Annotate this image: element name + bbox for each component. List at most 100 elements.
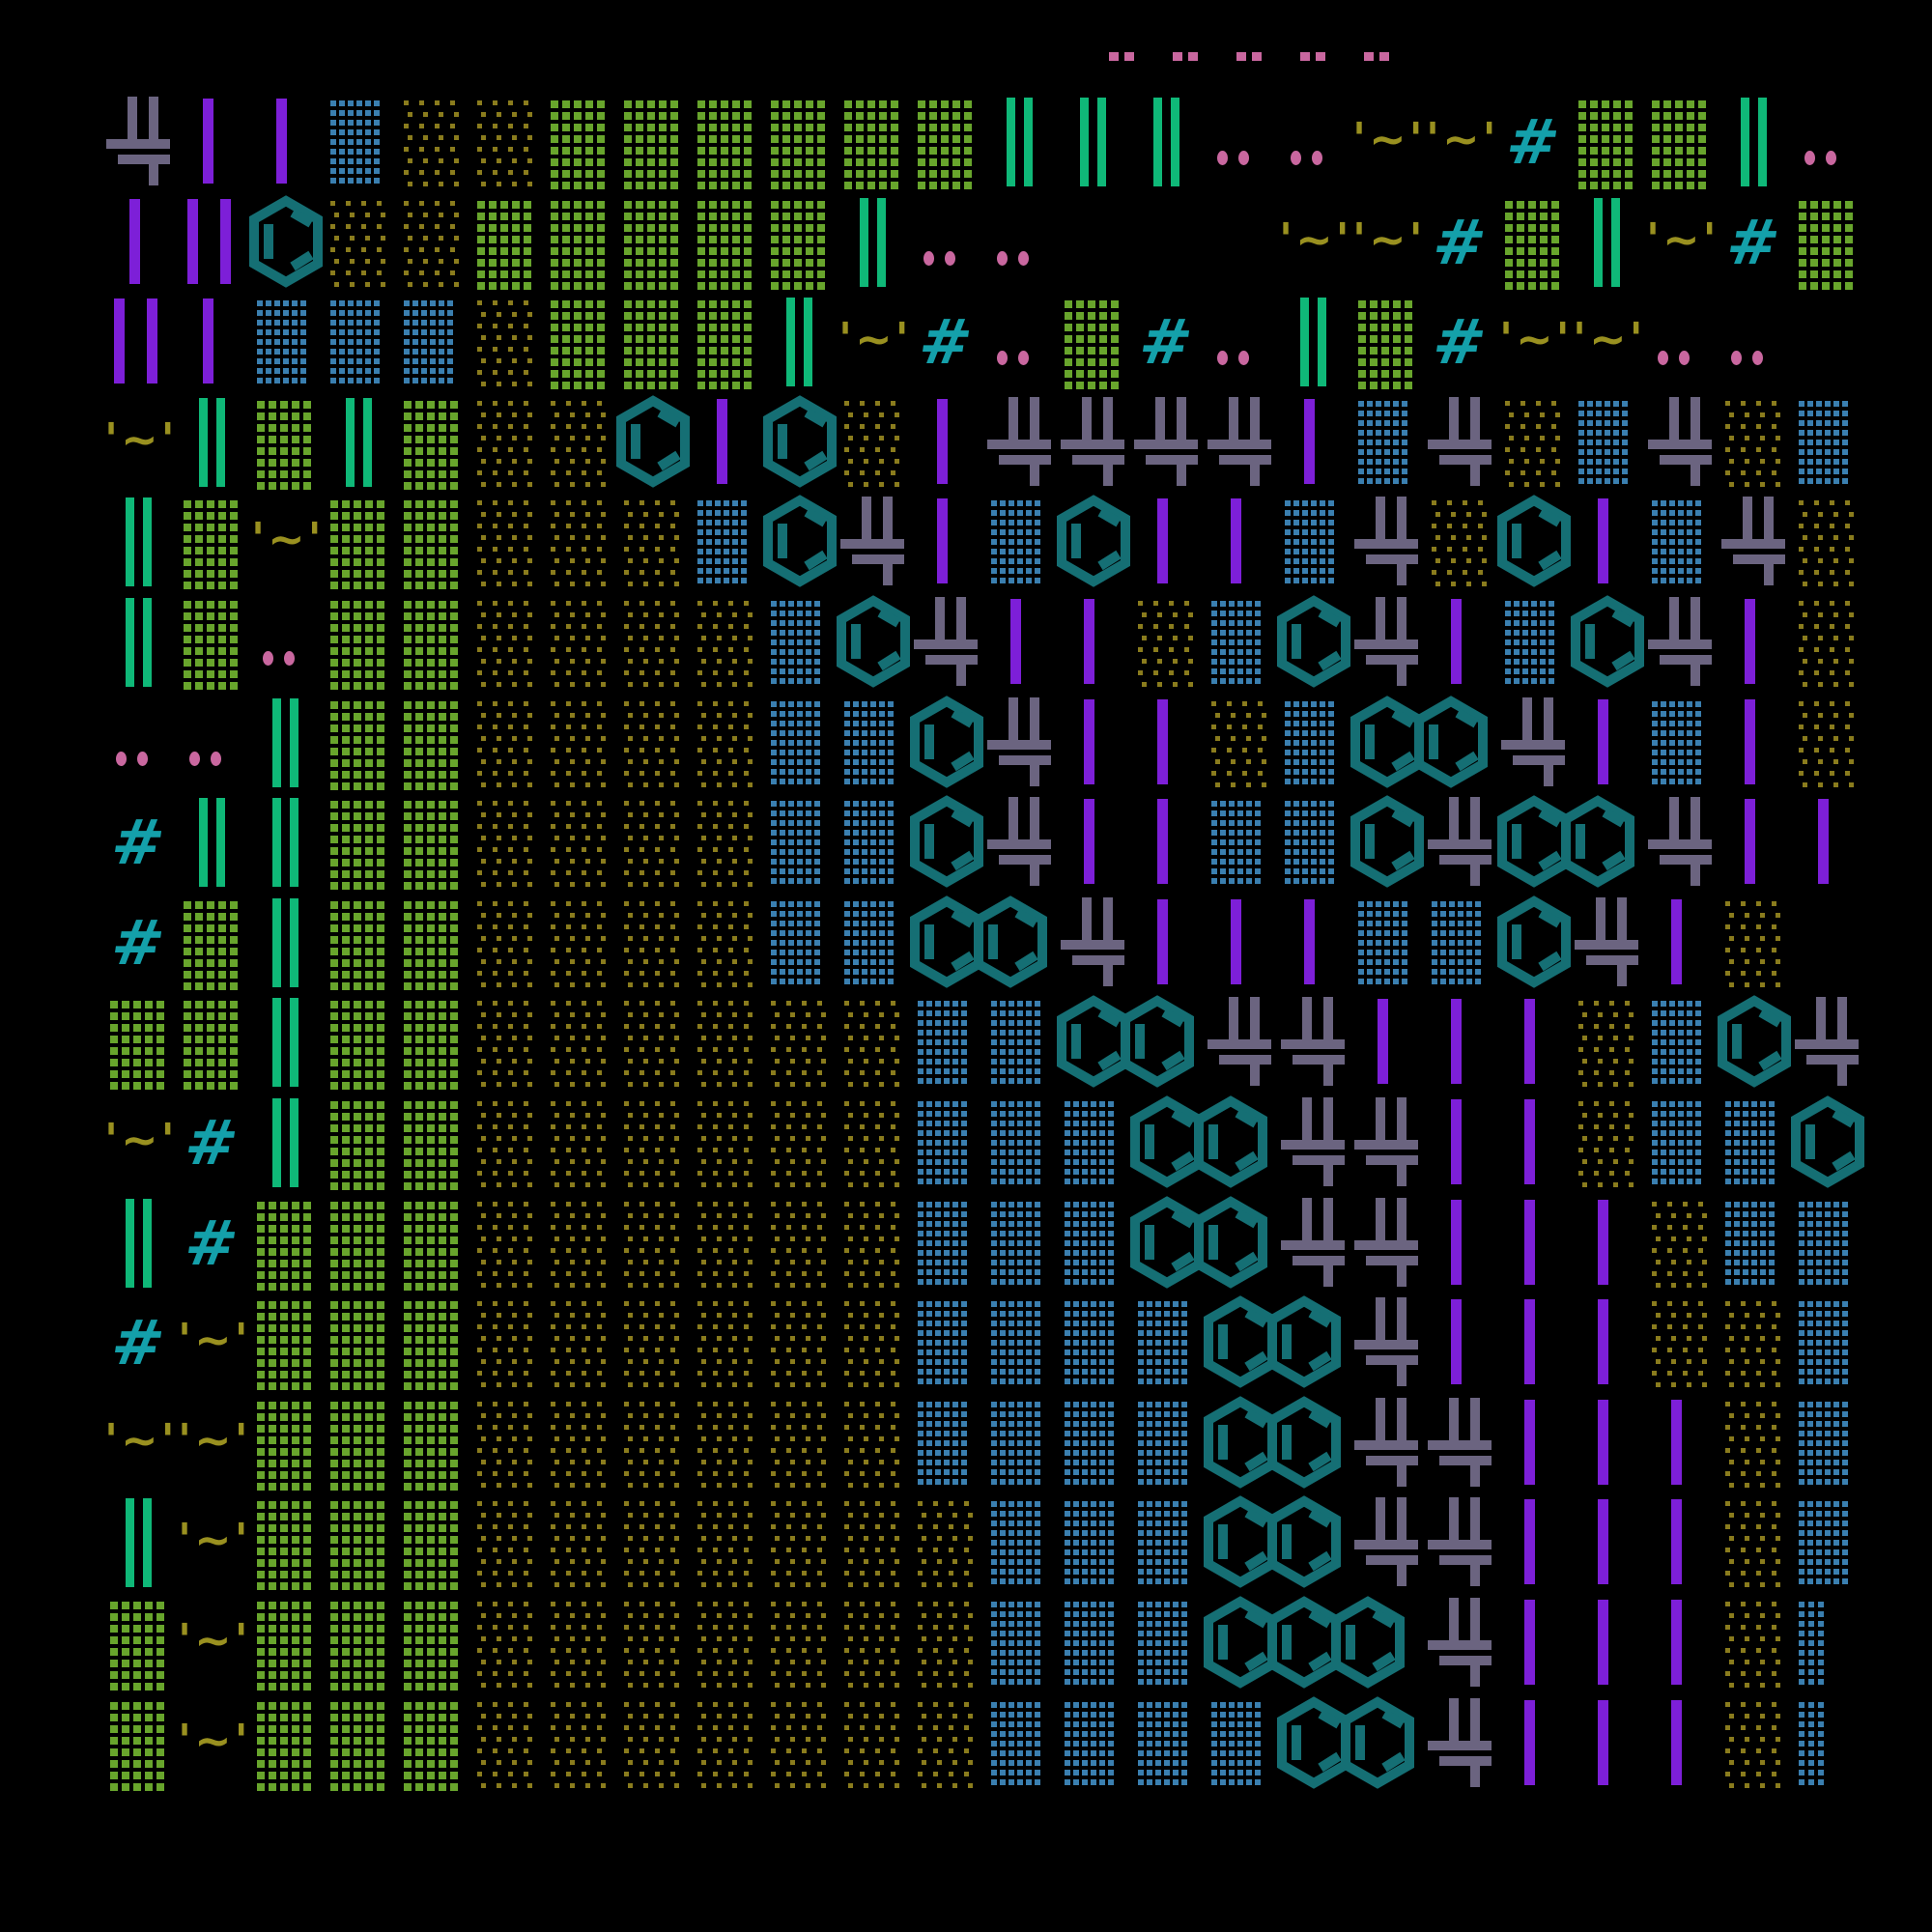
glyph-tilde-marks: '~' [1646, 213, 1719, 266]
glyph-double-cross [983, 395, 1057, 496]
glyph-purple-bar [1204, 495, 1277, 595]
glyph-tilde-marks: '~' [104, 1413, 178, 1466]
glyph-sparse-olive-dot-rect [1791, 595, 1864, 696]
glyph-sparse-olive-dot-rect [690, 995, 763, 1095]
glyph-sparse-olive-dot-rect [616, 1196, 690, 1296]
glyph-naphthalene-rings [910, 895, 1047, 996]
glyph-blue-dot-rect [837, 795, 910, 895]
glyph-sparse-olive-dot-rect [1497, 395, 1571, 496]
glyph-sparse-olive-dot-rect [837, 1396, 910, 1496]
glyph-double-cross [1718, 495, 1791, 595]
glyph-sparse-olive-dot-rect [690, 1396, 763, 1496]
glyph-sparse-olive-dot-rect [616, 1495, 690, 1596]
glyph-purple-bar [1130, 696, 1204, 796]
glyph-emerald-double-bar [1277, 295, 1350, 395]
glyph-blue-dot-rect [1057, 1596, 1130, 1696]
glyph-dense-green-dot-rect [1350, 295, 1424, 395]
glyph-dense-green-dot-rect [249, 1495, 323, 1596]
glyph-dense-green-dot-rect [396, 1596, 469, 1696]
glyph-sparse-olive-dot-rect [543, 995, 616, 1095]
glyph-blue-dot-rect [837, 895, 910, 996]
glyph-sparse-olive-dot-rect [469, 1596, 543, 1696]
glyph-naphthalene-rings [1204, 1396, 1341, 1496]
glyph-dense-green-dot-rect [249, 1696, 323, 1797]
glyph-sparse-olive-dot-rect [1718, 1396, 1791, 1496]
glyph-blue-dot-rect [1057, 1295, 1130, 1396]
glyph-dense-green-dot-rect [249, 1295, 323, 1396]
glyph-benzene-ring [1277, 595, 1350, 696]
glyph-sparse-olive-dot-rect [616, 1596, 690, 1696]
glyph-emerald-double-bar [102, 495, 176, 595]
glyph-sparse-olive-dot-rect [763, 1095, 837, 1196]
glyph-sparse-olive-dot-rect [543, 395, 616, 496]
glyph-double-cross [1350, 495, 1424, 595]
glyph-blue-dot-rect [249, 295, 323, 395]
pink-fragment-dot [1364, 52, 1374, 61]
glyph-sparse-olive-dot-rect [469, 95, 543, 195]
glyph-sparse-olive-dot-rect [469, 1396, 543, 1496]
glyph-double-cross [1791, 995, 1864, 1095]
glyph-dense-green-dot-rect [1497, 195, 1571, 296]
glyph-blue-dot-rect [1350, 395, 1424, 496]
glyph-double-cross [1424, 1696, 1497, 1797]
pink-fragment-dot [1173, 52, 1182, 61]
glyph-sparse-olive-dot-rect [469, 1095, 543, 1196]
glyph-blue-dot-rect [763, 595, 837, 696]
glyph-tilde-marks: '~' [178, 1514, 251, 1567]
glyph-dense-green-dot-rect [616, 295, 690, 395]
glyph-naphthalene-rings [1130, 1195, 1267, 1296]
glyph-blue-dot-rect [910, 1095, 983, 1196]
glyph-sparse-olive-dot-rect [616, 995, 690, 1095]
glyph-dense-green-dot-rect [543, 195, 616, 296]
glyph-tilde-marks: '~' [838, 313, 912, 366]
glyph-purple-bar [249, 95, 323, 195]
glyph-double-cross [1277, 995, 1350, 1095]
glyph-blue-dot-rect [1277, 696, 1350, 796]
glyph-hash-mark: # [180, 1108, 242, 1179]
glyph-pink-dot-pair [1718, 295, 1791, 395]
glyph-purple-bar [1718, 795, 1791, 895]
glyph-double-cross [1350, 1295, 1424, 1396]
glyph-purple-bar [1571, 1596, 1644, 1696]
glyph-hash-mark: # [1501, 107, 1564, 179]
glyph-sparse-olive-dot-rect [469, 995, 543, 1095]
glyph-purple-bar [1644, 1396, 1718, 1496]
glyph-purple-bar [1424, 995, 1497, 1095]
glyph-naphthalene-rings [1350, 695, 1488, 796]
glyph-blue-dot-rect [910, 1196, 983, 1296]
glyph-blue-dot-rect [983, 995, 1057, 1095]
glyph-purple-bar [1497, 1196, 1571, 1296]
glyph-purple-bar [1057, 595, 1130, 696]
glyph-double-cross [1424, 395, 1497, 496]
glyph-sparse-olive-dot-rect [837, 1596, 910, 1696]
glyph-purple-bar [1497, 1596, 1571, 1696]
glyph-sparse-olive-dot-rect [763, 1596, 837, 1696]
glyph-purple-bar [176, 95, 249, 195]
glyph-benzene-ring [910, 695, 983, 796]
glyph-sparse-olive-dot-rect [543, 895, 616, 996]
glyph-emerald-double-bar [102, 1495, 176, 1596]
glyph-purple-bar [1718, 696, 1791, 796]
glyph-emerald-double-bar [763, 295, 837, 395]
glyph-sparse-olive-dot-rect [1571, 995, 1644, 1095]
glyph-purple-bar [1130, 895, 1204, 996]
glyph-dense-green-dot-rect [396, 595, 469, 696]
glyph-sparse-olive-dot-rect [910, 1696, 983, 1797]
glyph-dense-green-dot-rect [249, 1596, 323, 1696]
glyph-blue-dot-rect [1424, 895, 1497, 996]
glyph-double-cross [983, 795, 1057, 895]
glyph-tilde-marks: '~' [178, 1614, 251, 1666]
glyph-purple-bar [690, 395, 763, 496]
glyph-emerald-double-bar [176, 395, 249, 496]
glyph-double-cross [1350, 1196, 1424, 1296]
glyph-blue-dot-rect [323, 295, 396, 395]
glyph-sparse-olive-dot-rect [469, 595, 543, 696]
glyph-sparse-olive-dot-rect [543, 495, 616, 595]
glyph-sparse-olive-dot-rect [763, 1696, 837, 1797]
glyph-sparse-olive-dot-rect [543, 1095, 616, 1196]
glyph-double-cross [1424, 1596, 1497, 1696]
glyph-sparse-olive-dot-rect [690, 1696, 763, 1797]
glyph-double-cross [1204, 995, 1277, 1095]
glyph-emerald-double-bar [323, 395, 396, 496]
glyph-blue-dot-rect [983, 495, 1057, 595]
